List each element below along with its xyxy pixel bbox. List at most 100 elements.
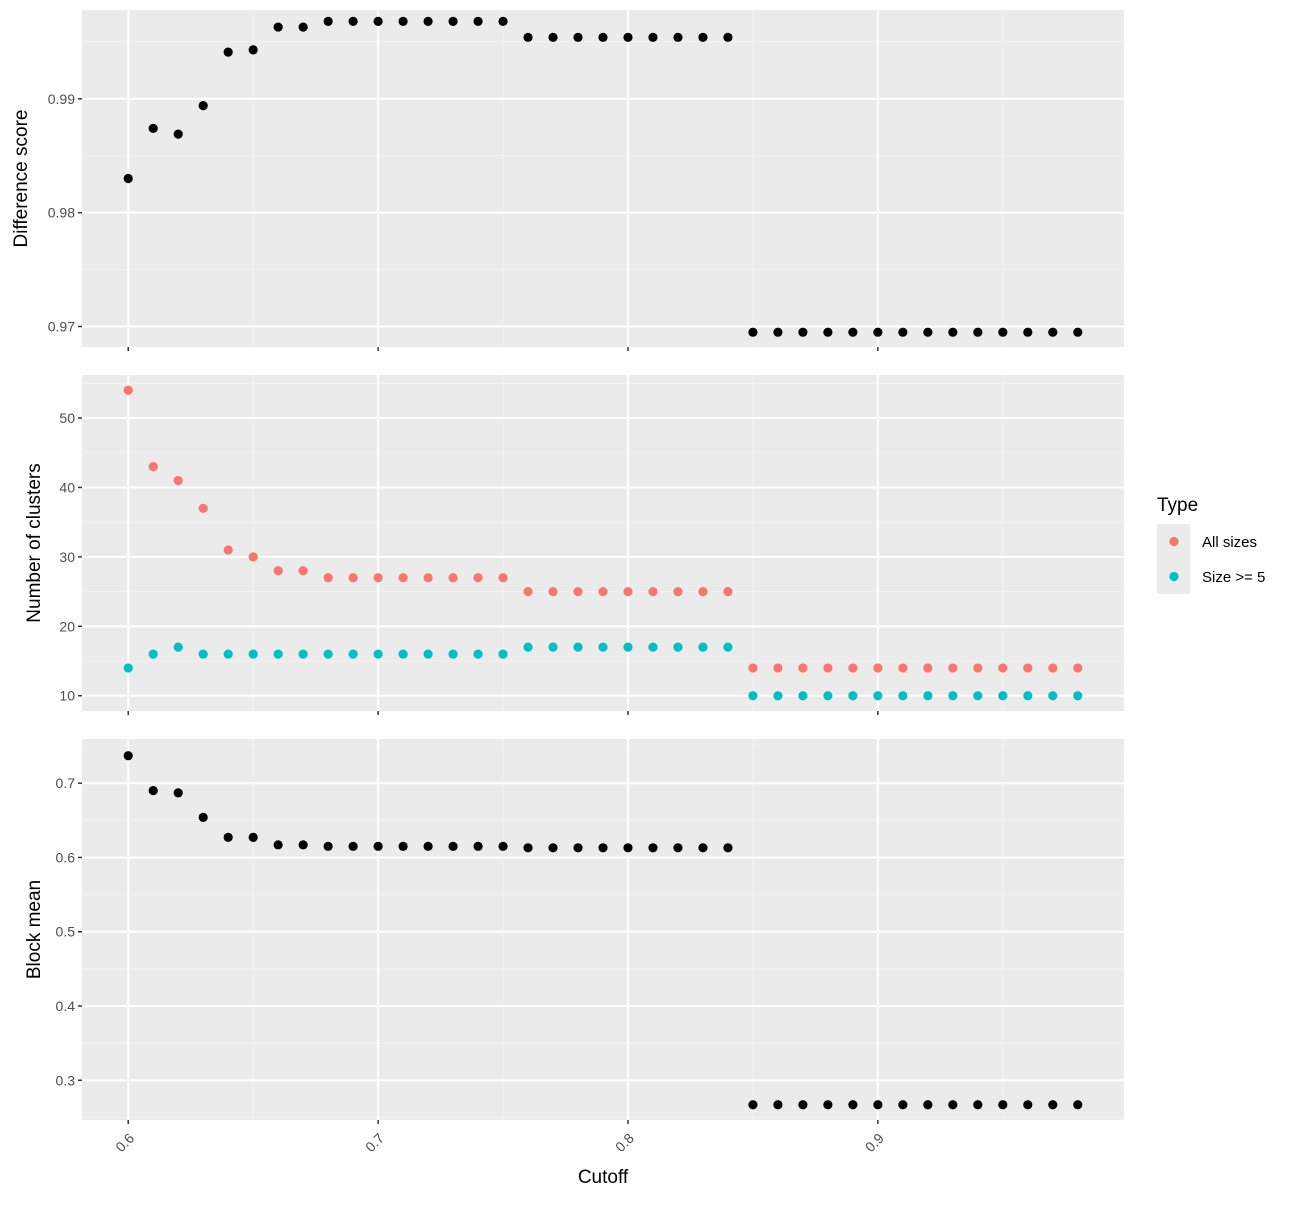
- data-point: [573, 642, 583, 652]
- data-point: [748, 1100, 758, 1110]
- data-point: [798, 327, 808, 337]
- data-point: [923, 663, 933, 673]
- data-point: [273, 22, 283, 32]
- data-point: [423, 16, 433, 26]
- data-point: [648, 586, 658, 597]
- data-point: [348, 573, 358, 583]
- data-point: [723, 586, 733, 597]
- data-point: [1048, 663, 1058, 673]
- data-point: [923, 327, 933, 337]
- data-point: [1023, 327, 1033, 337]
- data-point: [698, 586, 708, 597]
- legend-key-swatch: [1169, 571, 1179, 582]
- data-point: [198, 812, 208, 822]
- data-point: [573, 32, 583, 42]
- data-point: [773, 327, 783, 337]
- data-point: [848, 1100, 858, 1110]
- y-tick-label: 0.98: [48, 205, 75, 221]
- data-point: [398, 841, 408, 851]
- data-point: [848, 663, 858, 673]
- data-point: [673, 843, 683, 853]
- data-point: [323, 573, 333, 583]
- panel-3: 0.3 0.4 0.5 0.6 0.7 Block mean 0.6 0.7 0.8 0.9 Cut…: [24, 739, 1124, 1188]
- data-point: [698, 32, 708, 42]
- data-point: [823, 327, 833, 337]
- panel-2: 10 20 30 40 50 Number of clusters: [24, 375, 1124, 715]
- data-point: [148, 462, 158, 472]
- series-all-sizes: [123, 385, 1083, 673]
- data-point: [223, 545, 233, 555]
- data-point: [698, 642, 708, 652]
- data-point: [548, 586, 558, 597]
- data-point: [148, 649, 158, 659]
- data-point: [123, 663, 133, 673]
- y-axis-title: Block mean: [24, 880, 45, 979]
- data-point: [873, 663, 883, 673]
- data-point: [498, 649, 508, 659]
- y-tick-label: 0.3: [56, 1072, 76, 1088]
- data-point: [1023, 663, 1033, 673]
- data-point: [198, 649, 208, 659]
- data-point: [123, 173, 133, 184]
- data-point: [1048, 691, 1058, 701]
- data-point: [248, 649, 258, 659]
- y-tick-label: 40: [59, 479, 75, 495]
- data-point: [723, 843, 733, 853]
- data-point: [773, 691, 783, 701]
- data-point: [698, 843, 708, 853]
- data-point: [548, 642, 558, 652]
- data-point: [198, 101, 208, 111]
- data-point: [898, 1100, 908, 1110]
- data-point: [748, 327, 758, 337]
- data-point: [373, 649, 383, 659]
- x-tick-label: 0.9: [862, 1130, 887, 1155]
- data-point: [423, 649, 433, 659]
- data-point: [198, 503, 208, 513]
- panel-background: [82, 739, 1124, 1120]
- data-point: [623, 642, 633, 652]
- data-point: [398, 573, 408, 583]
- legend-title: Type: [1157, 495, 1198, 516]
- data-point: [723, 642, 733, 652]
- data-point: [398, 16, 408, 26]
- legend: Type All sizes Size >= 5: [1157, 495, 1265, 594]
- data-point: [898, 691, 908, 701]
- data-point: [798, 691, 808, 701]
- data-point: [573, 586, 583, 597]
- data-point: [373, 16, 383, 26]
- data-point: [523, 642, 533, 652]
- data-point: [573, 843, 583, 853]
- data-point: [423, 841, 433, 851]
- data-point: [298, 840, 308, 850]
- data-point: [973, 691, 983, 701]
- y-tick-label: 0.99: [48, 91, 75, 107]
- data-point: [898, 327, 908, 337]
- data-point: [823, 691, 833, 701]
- data-point: [448, 573, 458, 583]
- panel-background: [82, 10, 1124, 347]
- data-point: [298, 22, 308, 32]
- panel-1: 0.97 0.98 0.99 Difference score: [11, 10, 1124, 351]
- data-point: [948, 691, 958, 701]
- data-point: [673, 642, 683, 652]
- data-point: [123, 751, 133, 761]
- data-point: [823, 663, 833, 673]
- data-point: [298, 566, 308, 576]
- data-point: [448, 841, 458, 851]
- data-point: [148, 786, 158, 796]
- data-point: [648, 642, 658, 652]
- x-tick-label: 0.7: [362, 1130, 387, 1155]
- data-point: [823, 1100, 833, 1110]
- data-point: [348, 841, 358, 851]
- data-point: [673, 586, 683, 597]
- data-point: [373, 573, 383, 583]
- data-point: [948, 327, 958, 337]
- data-point: [173, 788, 183, 798]
- data-point: [648, 32, 658, 42]
- data-point: [548, 843, 558, 853]
- data-point: [398, 649, 408, 659]
- legend-item-label: Size >= 5: [1202, 569, 1265, 586]
- y-tick-label: 20: [59, 618, 75, 634]
- legend-item-label: All sizes: [1202, 534, 1257, 551]
